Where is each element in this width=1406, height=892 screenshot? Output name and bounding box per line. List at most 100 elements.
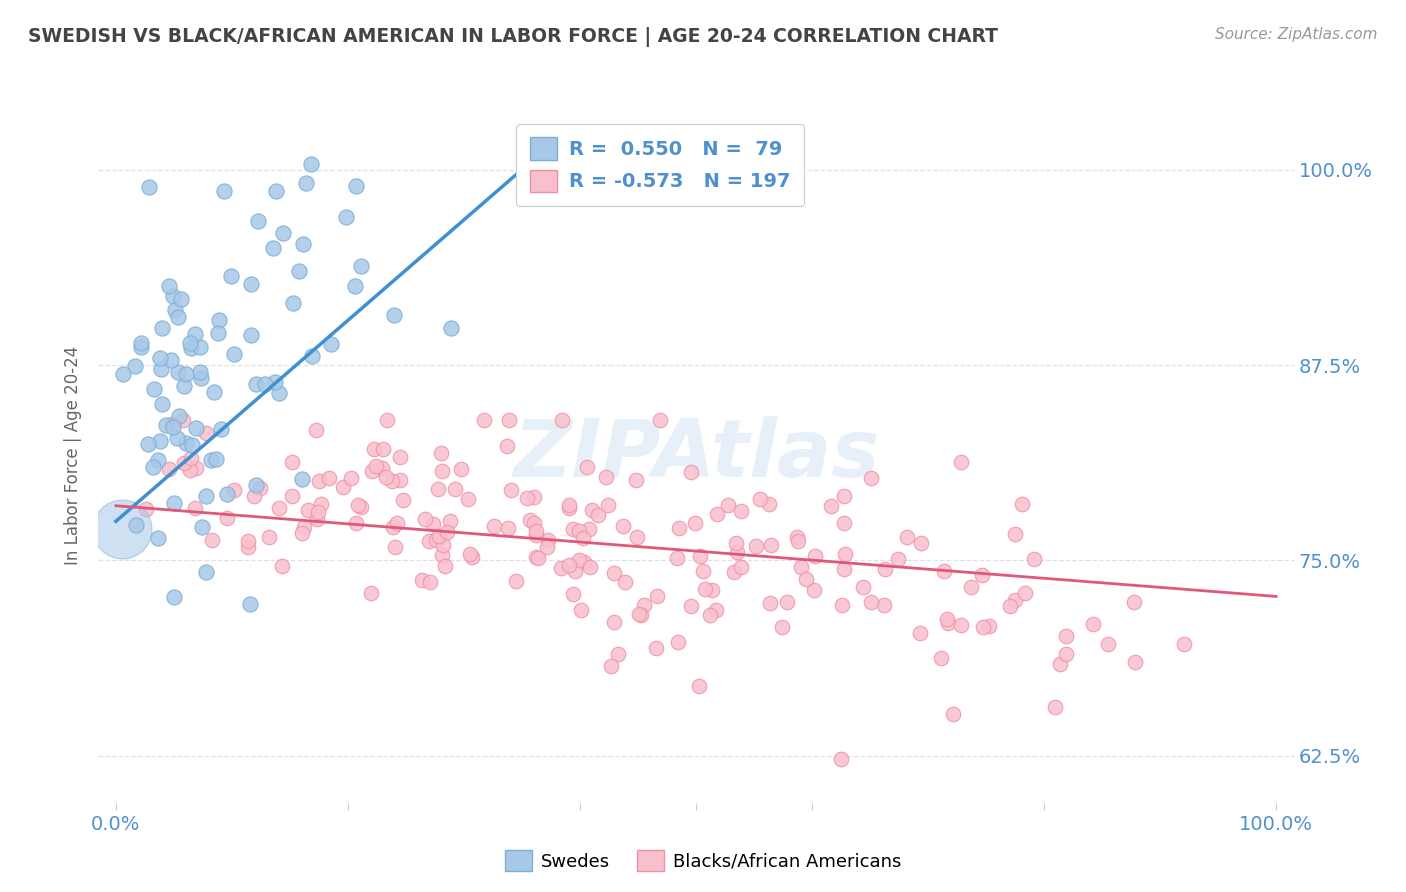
Point	[160, 352, 183, 367]
Point	[246, 214, 269, 228]
Point	[568, 553, 591, 567]
Point	[496, 439, 519, 453]
Point	[262, 241, 284, 255]
Point	[299, 157, 322, 171]
Point	[612, 518, 634, 533]
Point	[419, 574, 441, 589]
Point	[292, 236, 315, 251]
Point	[572, 531, 595, 545]
Point	[179, 463, 201, 477]
Point	[1049, 657, 1071, 672]
Point	[666, 635, 689, 649]
Point	[162, 289, 184, 303]
Point	[516, 491, 538, 505]
Point	[281, 296, 304, 310]
Point	[561, 587, 583, 601]
Point	[558, 498, 581, 512]
Point	[724, 536, 747, 550]
Point	[498, 521, 520, 535]
Point	[163, 302, 186, 317]
Point	[960, 581, 983, 595]
Point	[831, 598, 853, 612]
Point	[346, 498, 368, 512]
Point	[344, 179, 367, 194]
Point	[257, 530, 280, 544]
Point	[626, 530, 648, 544]
Point	[972, 567, 994, 582]
Point	[942, 706, 965, 721]
Point	[1043, 700, 1066, 714]
Point	[149, 434, 172, 448]
Point	[292, 520, 315, 534]
Point	[761, 538, 783, 552]
Point	[1054, 629, 1077, 643]
Point	[1173, 637, 1195, 651]
Y-axis label: In Labor Force | Age 20-24: In Labor Force | Age 20-24	[65, 345, 83, 565]
Point	[519, 513, 541, 527]
Point	[335, 210, 357, 224]
Point	[318, 471, 340, 485]
Point	[245, 477, 267, 491]
Point	[190, 371, 212, 385]
Point	[184, 500, 207, 515]
Point	[180, 341, 202, 355]
Point	[786, 533, 808, 548]
Point	[242, 489, 264, 503]
Point	[388, 450, 411, 464]
Point	[786, 530, 808, 544]
Point	[550, 561, 572, 575]
Point	[572, 555, 595, 569]
Point	[288, 264, 311, 278]
Point	[273, 227, 295, 241]
Point	[249, 481, 271, 495]
Point	[505, 574, 527, 588]
Point	[536, 533, 558, 548]
Point	[624, 473, 647, 487]
Point	[770, 619, 793, 633]
Point	[174, 436, 197, 450]
Point	[188, 340, 211, 354]
Point	[457, 491, 479, 506]
Point	[129, 335, 152, 350]
Point	[972, 620, 994, 634]
Point	[138, 180, 160, 194]
Point	[859, 595, 882, 609]
Point	[135, 502, 157, 516]
Point	[332, 479, 354, 493]
Point	[887, 551, 910, 566]
Point	[240, 277, 263, 292]
Point	[160, 417, 183, 432]
Point	[536, 540, 558, 554]
Point	[910, 626, 932, 640]
Point	[949, 455, 972, 469]
Legend: R =  0.550   N =  79, R = -0.573   N = 197: R = 0.550 N = 79, R = -0.573 N = 197	[516, 124, 804, 205]
Point	[526, 524, 548, 538]
Point	[568, 524, 591, 538]
Point	[212, 185, 235, 199]
Point	[194, 489, 217, 503]
Point	[224, 483, 246, 498]
Point	[217, 487, 239, 501]
Point	[142, 460, 165, 475]
Point	[150, 397, 173, 411]
Point	[1123, 655, 1146, 669]
Point	[375, 413, 398, 427]
Point	[527, 550, 550, 565]
Point	[291, 472, 314, 486]
Point	[523, 490, 546, 504]
Point	[627, 607, 650, 621]
Point	[264, 184, 287, 198]
Point	[689, 549, 711, 563]
Point	[562, 522, 585, 536]
Point	[834, 489, 856, 503]
Point	[875, 561, 897, 575]
Point	[461, 549, 484, 564]
Point	[375, 469, 398, 483]
Point	[167, 409, 190, 424]
Point	[291, 526, 314, 541]
Point	[579, 560, 602, 574]
Point	[422, 516, 444, 531]
Point	[157, 279, 180, 293]
Point	[194, 426, 217, 441]
Point	[392, 492, 415, 507]
